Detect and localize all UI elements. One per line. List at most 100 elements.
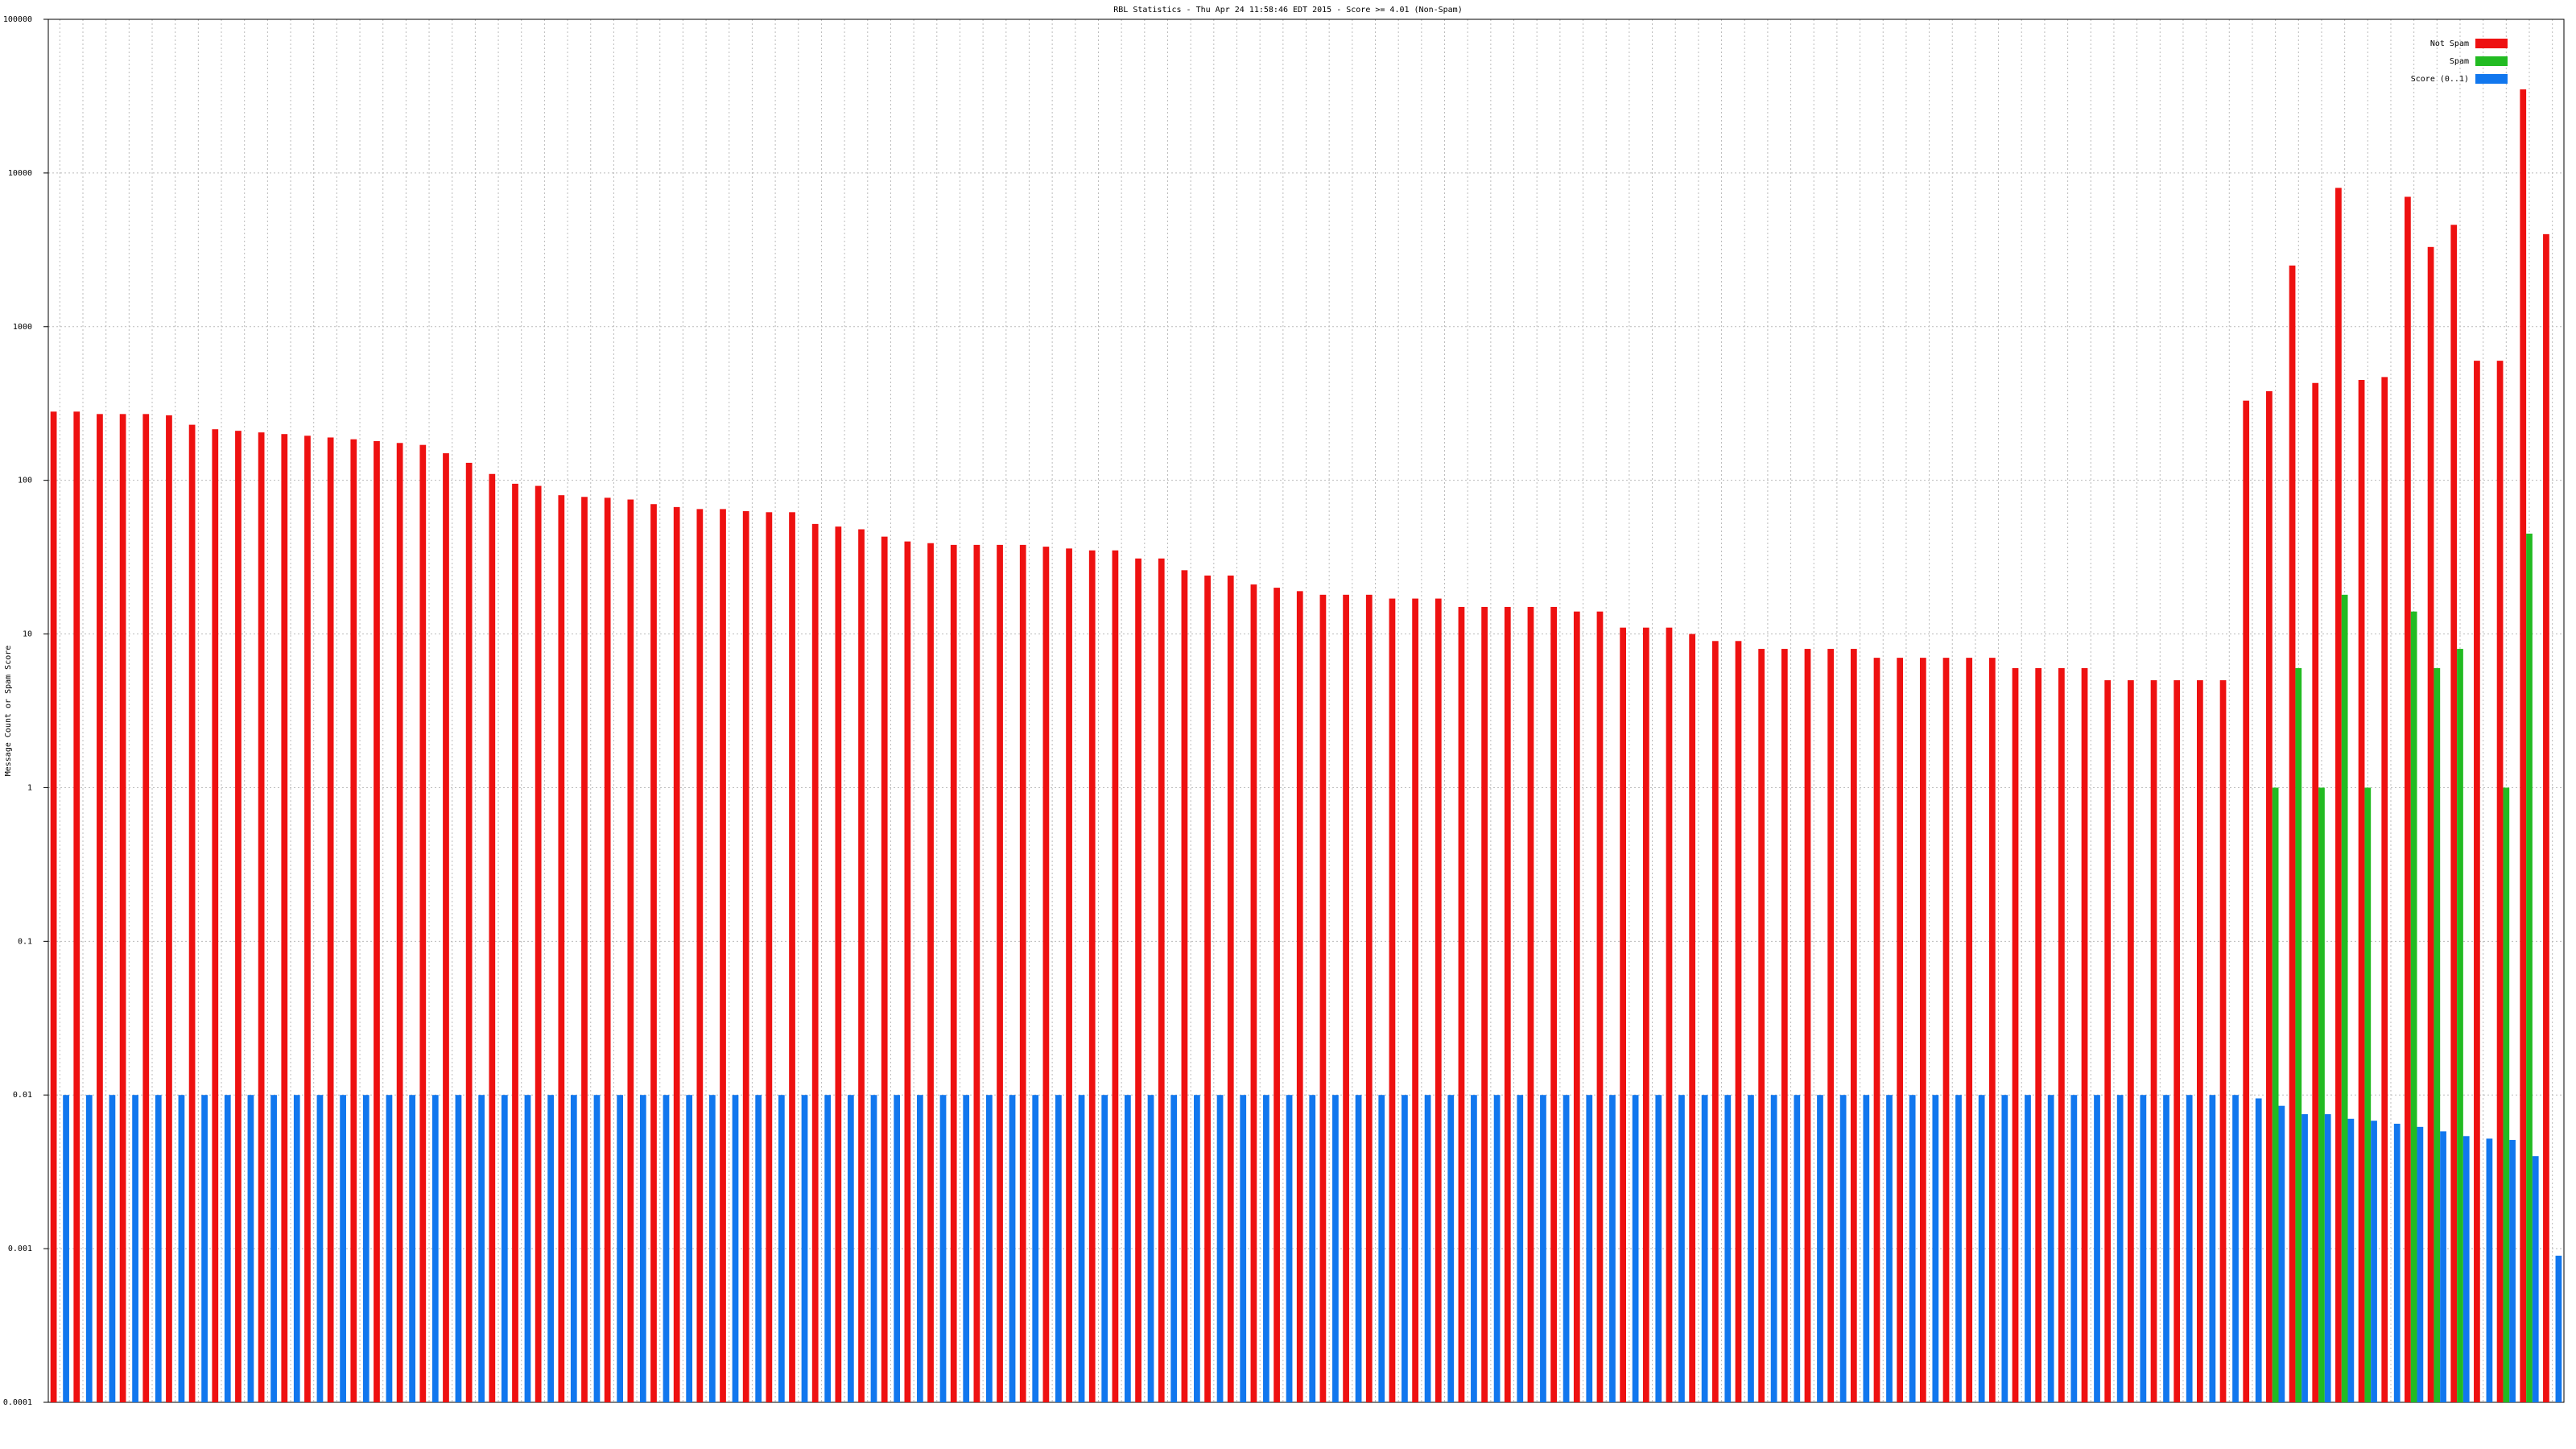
bar bbox=[1309, 1095, 1316, 1402]
bar bbox=[1955, 1095, 1962, 1402]
bar bbox=[1620, 627, 1627, 1402]
bar bbox=[142, 414, 150, 1402]
bar bbox=[617, 1095, 624, 1402]
bar bbox=[2381, 377, 2388, 1403]
bar bbox=[1540, 1095, 1546, 1402]
bar bbox=[1412, 598, 1418, 1402]
bar bbox=[2035, 667, 2042, 1402]
bar bbox=[1112, 550, 1119, 1403]
bar bbox=[2347, 1118, 2355, 1402]
bar bbox=[2427, 246, 2434, 1403]
bar bbox=[1932, 1095, 1939, 1402]
bar bbox=[1286, 1095, 1293, 1402]
bar bbox=[362, 1095, 369, 1402]
bar bbox=[2295, 667, 2302, 1402]
bar bbox=[1204, 575, 1211, 1402]
bar bbox=[686, 1095, 693, 1402]
bar bbox=[2116, 1095, 2124, 1402]
bar bbox=[1458, 606, 1465, 1402]
bar bbox=[1158, 558, 1165, 1403]
bar bbox=[1655, 1095, 1662, 1402]
bar bbox=[50, 411, 57, 1402]
bar bbox=[2058, 667, 2065, 1402]
bar bbox=[2219, 680, 2227, 1402]
bar bbox=[766, 512, 773, 1402]
bar bbox=[2312, 382, 2319, 1402]
bar bbox=[1909, 1095, 1916, 1402]
bar bbox=[963, 1095, 970, 1402]
legend-swatch bbox=[2475, 39, 2508, 48]
bar bbox=[374, 440, 380, 1402]
bar bbox=[2209, 1095, 2216, 1402]
bar bbox=[2543, 233, 2549, 1403]
bar bbox=[1365, 594, 1373, 1402]
bar bbox=[720, 509, 726, 1403]
bar bbox=[247, 1095, 254, 1402]
bar bbox=[604, 497, 611, 1402]
bar bbox=[1689, 634, 1696, 1402]
bar bbox=[396, 443, 403, 1402]
bar bbox=[224, 1095, 231, 1402]
bar bbox=[696, 509, 704, 1403]
bar bbox=[1817, 1095, 1823, 1402]
bar bbox=[2186, 1095, 2193, 1402]
bar bbox=[1748, 1095, 1754, 1402]
bar bbox=[1827, 649, 1835, 1402]
bar bbox=[1019, 544, 1026, 1402]
bar bbox=[811, 523, 819, 1403]
bar bbox=[1355, 1095, 1362, 1402]
bar bbox=[1101, 1095, 1108, 1402]
bar bbox=[2434, 667, 2441, 1402]
bar bbox=[858, 529, 865, 1402]
bar bbox=[2457, 649, 2463, 1402]
bar bbox=[304, 436, 311, 1403]
bar bbox=[1263, 1095, 1269, 1402]
bar bbox=[489, 473, 496, 1402]
y-axis-label: Message Count or Spam Score bbox=[4, 646, 13, 777]
bar bbox=[1666, 627, 1673, 1402]
bar bbox=[2462, 1136, 2470, 1402]
legend-swatch bbox=[2475, 56, 2508, 66]
bar bbox=[1794, 1095, 1801, 1402]
bar bbox=[2174, 680, 2181, 1402]
bar bbox=[1481, 606, 1488, 1402]
bar bbox=[2486, 1138, 2493, 1402]
bar bbox=[1135, 558, 1141, 1403]
y-tick-label: 0.001 bbox=[8, 1245, 32, 1253]
bar bbox=[1563, 1095, 1570, 1402]
legend-label: Spam bbox=[2450, 57, 2469, 66]
bar bbox=[894, 1095, 901, 1402]
bar bbox=[824, 1095, 832, 1402]
bar bbox=[1181, 570, 1188, 1402]
bar bbox=[2474, 361, 2480, 1403]
bar bbox=[166, 415, 172, 1402]
bar bbox=[1873, 658, 1880, 1402]
bar bbox=[1678, 1095, 1685, 1402]
legend-label: Not Spam bbox=[2430, 39, 2469, 48]
bar bbox=[132, 1095, 138, 1402]
bar bbox=[1596, 611, 1604, 1402]
bar bbox=[524, 1095, 531, 1402]
bar bbox=[1402, 1095, 1408, 1402]
bar bbox=[1389, 598, 1396, 1402]
bar bbox=[465, 462, 473, 1402]
bar bbox=[73, 411, 80, 1402]
bar bbox=[2104, 680, 2112, 1402]
bar bbox=[2232, 1095, 2239, 1402]
bar bbox=[2266, 390, 2273, 1402]
bar bbox=[1227, 575, 1234, 1402]
bar bbox=[455, 1095, 462, 1402]
y-tick-label: 0.1 bbox=[18, 937, 32, 946]
bar bbox=[1435, 598, 1442, 1402]
bar bbox=[847, 1095, 854, 1402]
bar bbox=[1055, 1095, 1062, 1402]
bar bbox=[2364, 787, 2372, 1402]
bar bbox=[1274, 588, 1280, 1402]
bar bbox=[973, 544, 980, 1402]
bar bbox=[2555, 1255, 2562, 1402]
bar bbox=[270, 1095, 277, 1402]
bar bbox=[1424, 1095, 1431, 1402]
bar bbox=[593, 1095, 601, 1402]
bar bbox=[2450, 225, 2458, 1403]
bar bbox=[2335, 188, 2342, 1402]
